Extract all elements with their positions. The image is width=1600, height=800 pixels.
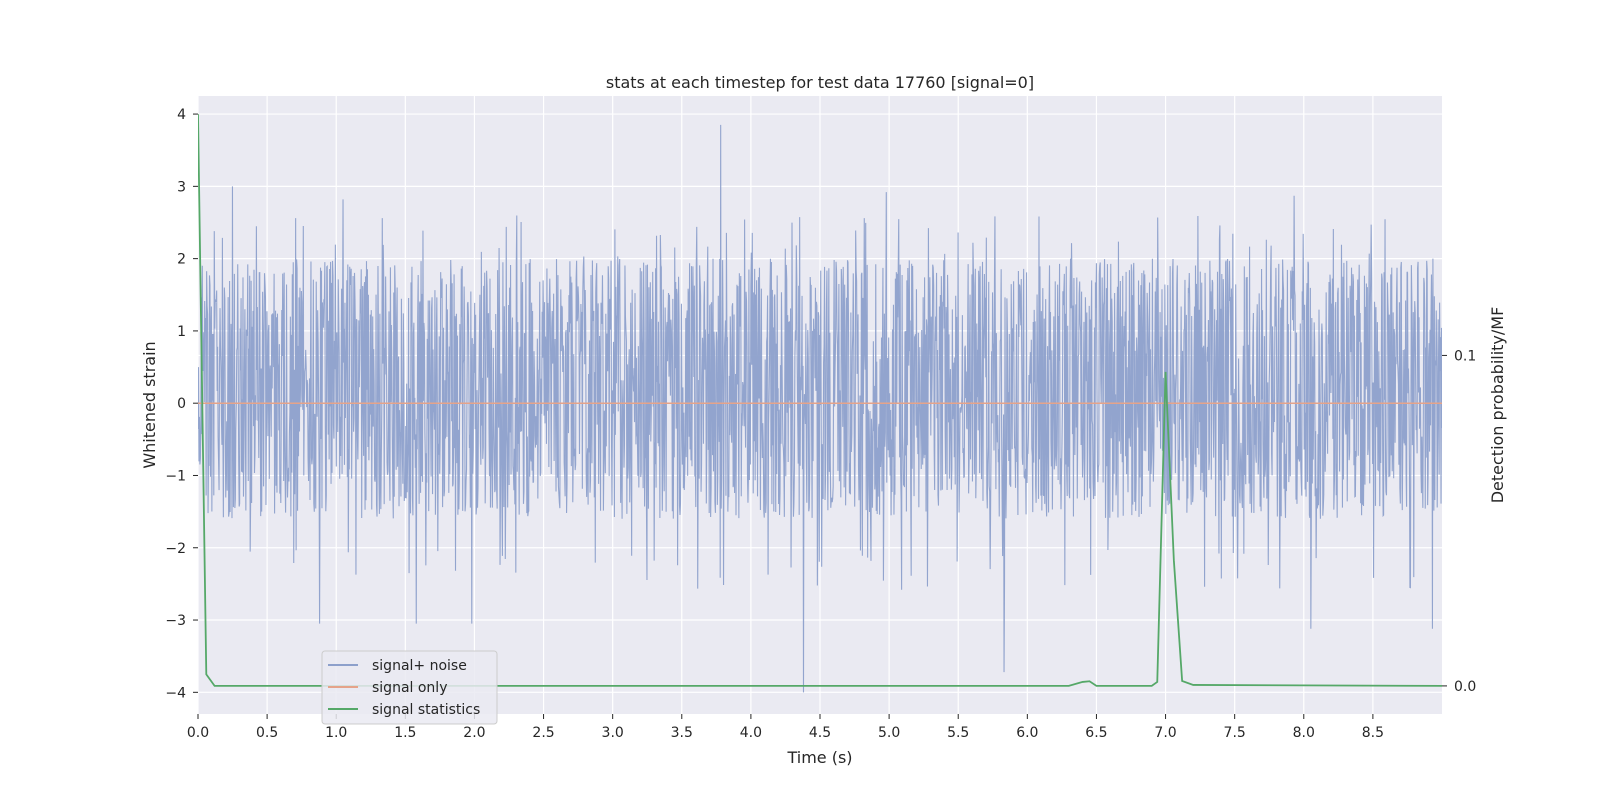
x-tick-label: 2.5 — [532, 725, 554, 741]
y-tick-label: 4 — [177, 107, 186, 123]
y2-axis-label: Detection probability/MF — [1488, 307, 1507, 504]
x-tick-label: 4.0 — [740, 725, 762, 741]
legend-box — [321, 650, 498, 725]
x-tick-label: 2.0 — [463, 725, 485, 741]
x-tick-label: 3.0 — [602, 725, 624, 741]
y-tick-label: 0 — [177, 396, 186, 412]
x-tick-label: 7.0 — [1154, 725, 1176, 741]
series-signal-statistics-line — [198, 114, 1442, 687]
left-axis: −4 −3 −2 −1 0 1 2 3 4 — [165, 107, 198, 701]
series-signal-noise-line — [198, 124, 1442, 693]
x-tick-label: 3.5 — [671, 725, 693, 741]
x-tick-label: 1.5 — [394, 725, 416, 741]
legend-label-signal-statistics: signal statistics — [372, 702, 480, 718]
chart-title: stats at each timestep for test data 177… — [606, 73, 1034, 92]
x-axis-label: Time (s) — [786, 748, 852, 767]
y-tick-label: 1 — [177, 324, 186, 340]
legend-label-signal-noise: signal+ noise — [372, 658, 467, 674]
x-tick-label: 6.0 — [1016, 725, 1038, 741]
x-tick-label: 0.0 — [187, 725, 209, 741]
y-tick-label: −1 — [165, 468, 186, 484]
x-tick-label: 1.0 — [325, 725, 347, 741]
x-tick-label: 0.5 — [256, 725, 278, 741]
series-layer — [198, 114, 1442, 693]
y-tick-label: −2 — [165, 541, 186, 557]
y-tick-label: −4 — [165, 685, 186, 701]
y2-tick-label: 0.0 — [1454, 679, 1476, 695]
x-tick-label: 6.5 — [1085, 725, 1107, 741]
y-tick-label: −3 — [165, 613, 186, 629]
x-tick-label: 4.5 — [809, 725, 831, 741]
y-tick-label: 3 — [177, 179, 186, 195]
x-tick-label: 5.0 — [878, 725, 900, 741]
right-axis: 0.0 0.1 — [1442, 348, 1476, 695]
x-tick-label: 7.5 — [1224, 725, 1246, 741]
x-tick-label: 5.5 — [947, 725, 969, 741]
x-tick-label: 8.5 — [1362, 725, 1384, 741]
x-tick-label: 8.0 — [1293, 725, 1315, 741]
legend-label-signal-only: signal only — [372, 680, 447, 696]
y-axis-label: Whitened strain — [140, 341, 159, 468]
y-tick-label: 2 — [177, 252, 186, 268]
bottom-axis: 0.0 0.5 1.0 1.5 2.0 2.5 3.0 3.5 4.0 4.5 5.0 5.5 6.0 6… — [187, 714, 1384, 741]
y2-tick-label: 0.1 — [1454, 348, 1476, 364]
legend: signal+ noise signal only signal statist… — [321, 650, 498, 725]
